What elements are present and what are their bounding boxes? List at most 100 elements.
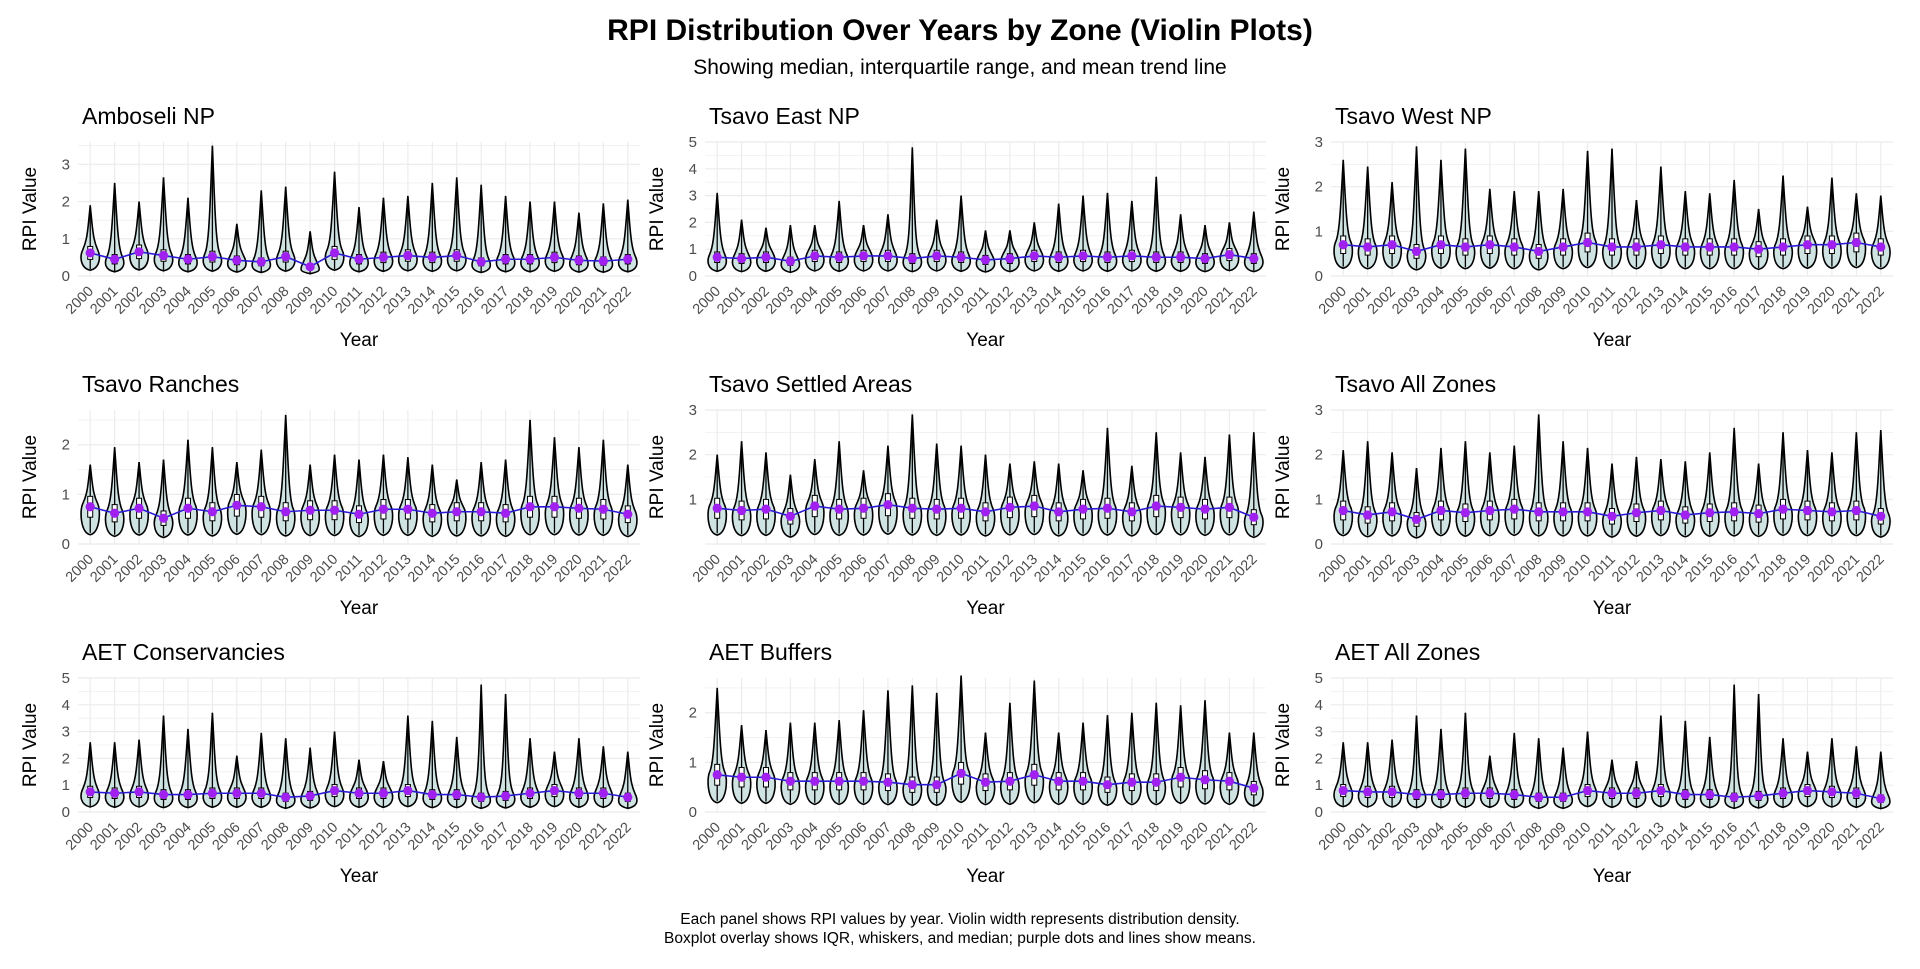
y-tick-label: 0: [62, 536, 70, 553]
mean-point-2000: [85, 248, 95, 258]
mean-point-2000: [85, 502, 95, 512]
mean-point-2021: [598, 504, 608, 514]
page-title: RPI Distribution Over Years by Zone (Vio…: [607, 14, 1313, 47]
mean-point-2007: [1509, 242, 1519, 252]
mean-point-2017: [1754, 791, 1764, 801]
y-tick-label: 2: [689, 705, 697, 722]
mean-point-2008: [1534, 507, 1544, 517]
mean-point-2013: [403, 250, 413, 261]
mean-point-2009: [932, 504, 942, 514]
y-tick-label: 0: [62, 804, 70, 821]
mean-point-2015: [1078, 504, 1088, 514]
mean-point-2016: [476, 507, 486, 517]
mean-point-2014: [1054, 507, 1064, 517]
y-tick-label: 0: [689, 268, 697, 285]
x-tick-label: 2022: [600, 284, 634, 318]
mean-point-2005: [207, 252, 217, 262]
mean-point-2010: [329, 248, 340, 258]
mean-point-2010: [1582, 785, 1593, 796]
mean-point-2011: [354, 254, 364, 264]
mean-point-2006: [858, 776, 869, 786]
mean-point-2008: [907, 503, 917, 513]
mean-point-2009: [1558, 507, 1568, 517]
mean-point-2003: [158, 789, 169, 800]
mean-point-2011: [980, 507, 991, 517]
mean-point-2005: [834, 776, 844, 786]
mean-point-2014: [427, 508, 437, 518]
mean-point-2003: [158, 250, 169, 261]
y-tick-label: 5: [689, 134, 697, 151]
y-tick-label: 1: [1315, 223, 1323, 240]
mean-point-2016: [1729, 792, 1739, 802]
x-axis-label: Year: [1593, 598, 1632, 619]
y-tick-label: 1: [1315, 777, 1323, 794]
y-tick-label: 2: [689, 214, 697, 231]
mean-point-2008: [1534, 246, 1544, 257]
x-axis-label: Year: [966, 330, 1005, 351]
mean-point-2012: [378, 788, 389, 798]
panel-title: AET Conservancies: [82, 639, 285, 665]
y-tick-label: 0: [62, 268, 70, 285]
y-tick-label: 0: [689, 804, 697, 821]
mean-point-2005: [834, 504, 844, 514]
mean-point-2002: [1387, 240, 1397, 250]
y-tick-label: 1: [689, 491, 697, 508]
mean-point-2013: [1029, 251, 1039, 261]
mean-point-2002: [1387, 787, 1397, 797]
mean-point-2013: [1029, 501, 1039, 511]
mean-point-2019: [549, 252, 560, 262]
mean-point-2014: [1680, 510, 1690, 520]
mean-point-2016: [1729, 507, 1739, 517]
y-tick-label: 1: [1315, 491, 1323, 508]
mean-point-2013: [1029, 770, 1039, 780]
mean-point-2018: [1151, 501, 1161, 511]
mean-point-2007: [883, 500, 893, 510]
mean-point-2001: [736, 505, 747, 516]
mean-point-2012: [1005, 253, 1015, 264]
y-tick-label: 2: [689, 447, 697, 464]
y-tick-label: 3: [62, 156, 70, 173]
mean-point-2017: [1127, 251, 1137, 261]
mean-point-2005: [834, 252, 844, 262]
mean-point-2015: [452, 789, 462, 800]
figure-caption: Each panel shows RPI values by year. Vio…: [0, 910, 1920, 948]
mean-point-2018: [1151, 252, 1161, 262]
y-tick-label: 2: [62, 437, 70, 454]
mean-point-2005: [207, 788, 217, 798]
panel-title: Tsavo Settled Areas: [709, 371, 912, 397]
mean-point-2000: [1338, 240, 1348, 250]
y-tick-label: 2: [1315, 179, 1323, 196]
mean-point-2010: [956, 768, 966, 778]
mean-point-2006: [858, 251, 869, 261]
y-tick-label: 4: [62, 697, 70, 714]
y-tick-label: 0: [1315, 268, 1323, 285]
mean-point-2016: [1729, 242, 1739, 252]
panel-title: AET All Zones: [1335, 639, 1480, 665]
mean-point-2012: [378, 504, 389, 514]
caption-line-1: Each panel shows RPI values by year. Vio…: [680, 911, 1240, 928]
panel-title: Tsavo Ranches: [82, 371, 239, 397]
mean-point-2011: [980, 777, 991, 787]
mean-point-2000: [1338, 505, 1348, 516]
y-tick-label: 4: [689, 161, 697, 178]
mean-point-2019: [1802, 785, 1813, 796]
caption-line-2: Boxplot overlay shows IQR, whiskers, and…: [664, 930, 1256, 947]
mean-point-2017: [1127, 507, 1137, 517]
x-axis-label: Year: [340, 330, 379, 351]
mean-point-2020: [1827, 240, 1837, 250]
mean-point-2000: [712, 503, 722, 513]
mean-point-2006: [232, 788, 242, 798]
mean-point-2021: [1224, 249, 1235, 260]
mean-point-2014: [1680, 242, 1690, 252]
panel-title: Tsavo East NP: [709, 103, 860, 129]
mean-point-2014: [1680, 789, 1690, 800]
x-axis-label: Year: [340, 866, 379, 887]
y-tick-label: 5: [1315, 670, 1323, 687]
mean-point-2017: [1754, 244, 1764, 254]
mean-point-2021: [1224, 776, 1235, 786]
mean-point-2022: [623, 509, 633, 519]
